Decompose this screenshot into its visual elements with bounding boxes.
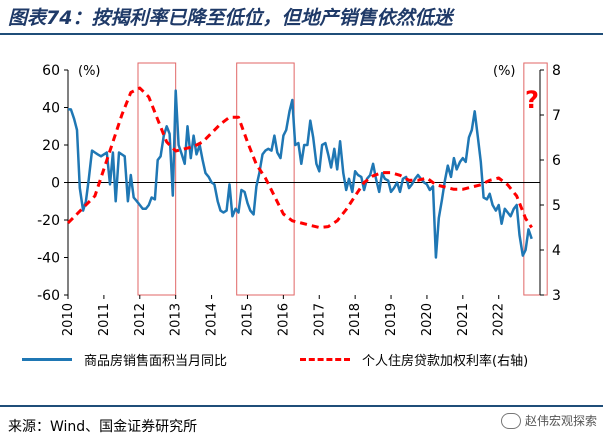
x-tick-label: 2015 bbox=[240, 303, 255, 336]
x-tick-label: 2013 bbox=[169, 303, 184, 336]
right-tick-label: 3 bbox=[552, 288, 561, 304]
x-tick-label: 2018 bbox=[348, 303, 363, 336]
right-unit-label: (%) bbox=[493, 64, 516, 79]
x-tick-label: 2011 bbox=[97, 303, 112, 336]
x-tick-label: 2010 bbox=[61, 303, 76, 336]
legend-sales: 商品房销售面积当月同比 bbox=[22, 350, 227, 369]
legend-rate-label: 个人住房贷款加权利率(右轴) bbox=[362, 354, 529, 369]
left-tick-label: -40 bbox=[37, 251, 60, 267]
highlight-box-2 bbox=[523, 62, 548, 296]
title-rule bbox=[0, 33, 603, 35]
right-tick-label: 5 bbox=[552, 198, 561, 214]
right-tick-label: 6 bbox=[552, 153, 561, 169]
series-rate-line bbox=[66, 86, 533, 229]
highlight-box-0 bbox=[137, 62, 177, 296]
x-tick-label: 2021 bbox=[456, 303, 471, 336]
legend-rate-swatch bbox=[300, 358, 350, 361]
left-unit-label: (%) bbox=[78, 64, 101, 79]
right-tick-label: 7 bbox=[552, 108, 561, 124]
question-annotation: ? bbox=[525, 86, 539, 114]
series-sales-line bbox=[68, 89, 533, 259]
wechat-icon bbox=[500, 412, 521, 429]
chart-canvas: 60 40 20 0 -20 -40 -60 (%) 8 7 6 5 4 3 (%) 2010 2011 2012… bbox=[37, 62, 561, 336]
chart-title: 图表74：按揭利率已降至低位，但地产销售依然低迷 bbox=[8, 7, 453, 29]
legend-sales-label: 商品房销售面积当月同比 bbox=[84, 354, 228, 369]
x-tick-label: 2020 bbox=[420, 303, 435, 336]
left-tick-label: 0 bbox=[51, 176, 60, 192]
left-tick-label: 40 bbox=[42, 101, 60, 117]
right-tick-label: 8 bbox=[552, 63, 561, 79]
x-tick-label: 2012 bbox=[133, 303, 148, 336]
left-tick-label: -20 bbox=[37, 213, 60, 229]
highlight-box-1 bbox=[236, 62, 295, 296]
footer-rule bbox=[0, 405, 603, 407]
x-tick-label: 2016 bbox=[276, 303, 291, 336]
x-tick-label: 2019 bbox=[384, 303, 399, 336]
x-tick-label: 2022 bbox=[492, 303, 507, 336]
x-tick-label: 2017 bbox=[312, 303, 327, 336]
left-tick-label: 20 bbox=[42, 138, 60, 154]
legend-rate: 个人住房贷款加权利率(右轴) bbox=[300, 350, 528, 369]
left-tick-label: 60 bbox=[42, 63, 60, 79]
right-tick-label: 4 bbox=[552, 243, 561, 259]
left-tick-label: -60 bbox=[37, 288, 60, 304]
legend-sales-swatch bbox=[22, 358, 72, 361]
watermark: 赵伟宏观探索 bbox=[500, 412, 597, 429]
source-text: 来源：Wind、国金证券研究所 bbox=[8, 419, 198, 435]
x-tick-label: 2014 bbox=[205, 303, 220, 336]
watermark-text: 赵伟宏观探索 bbox=[524, 414, 597, 428]
